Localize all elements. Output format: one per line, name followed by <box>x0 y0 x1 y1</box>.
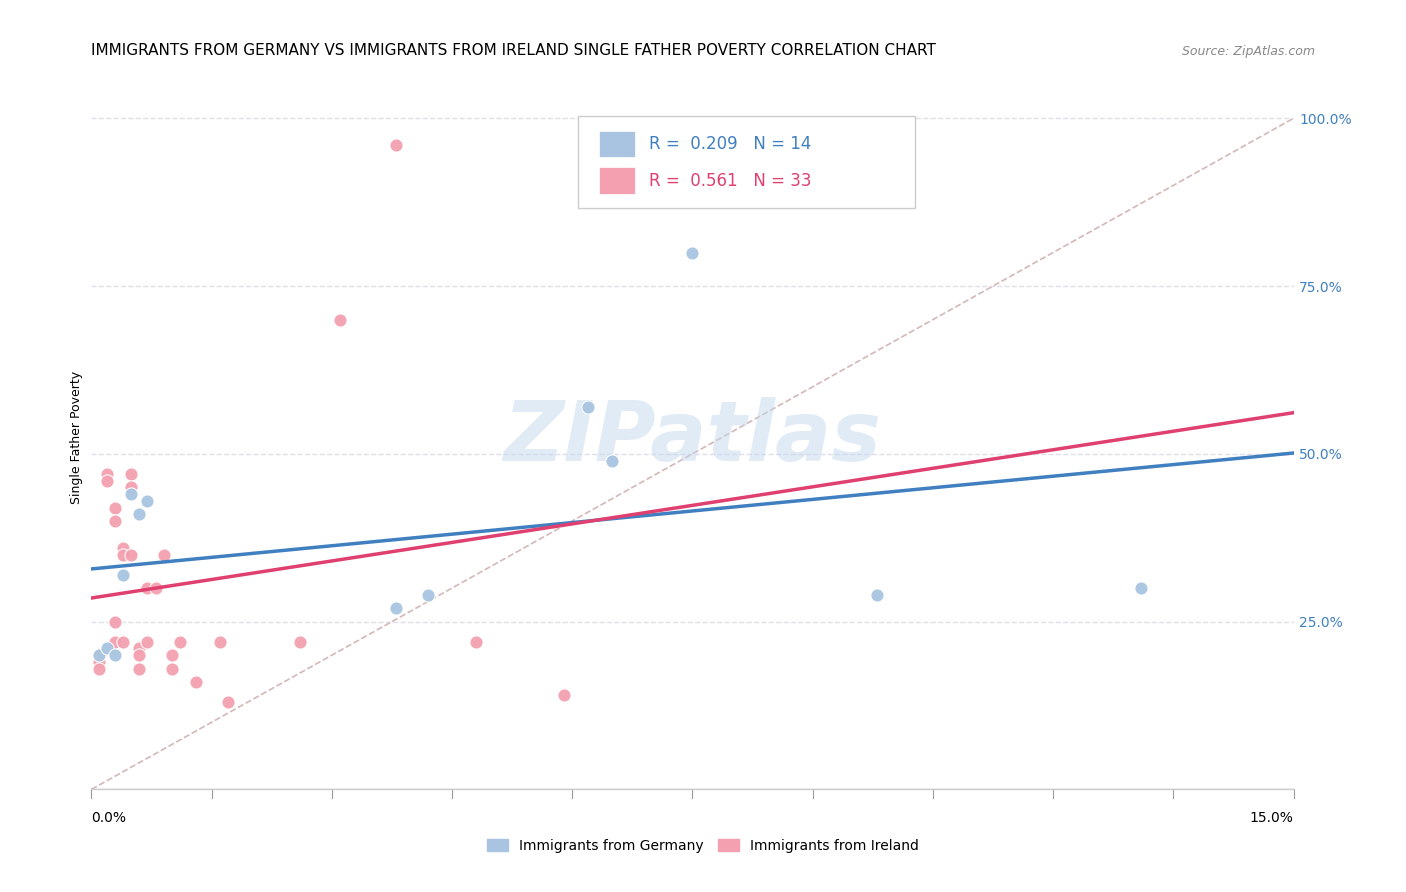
Point <box>681 245 703 260</box>
Point <box>145 581 167 595</box>
Point <box>136 634 159 648</box>
FancyBboxPatch shape <box>599 130 634 157</box>
Point <box>96 641 118 656</box>
Point <box>576 400 599 414</box>
FancyBboxPatch shape <box>599 167 634 194</box>
Point <box>184 675 207 690</box>
Point <box>128 648 150 663</box>
Legend: Immigrants from Germany, Immigrants from Ireland: Immigrants from Germany, Immigrants from… <box>482 833 924 858</box>
Point <box>416 588 439 602</box>
Point <box>553 689 575 703</box>
Point <box>288 634 311 648</box>
Text: ZIPatlas: ZIPatlas <box>503 397 882 477</box>
Text: 0.0%: 0.0% <box>91 812 127 825</box>
Point <box>121 467 143 481</box>
Point <box>217 695 239 709</box>
Point <box>602 453 624 467</box>
Point <box>96 467 118 481</box>
Point <box>89 648 111 663</box>
Point <box>465 634 488 648</box>
Point <box>121 480 143 494</box>
Point <box>1130 581 1153 595</box>
FancyBboxPatch shape <box>578 117 915 208</box>
Point <box>169 634 191 648</box>
Point <box>104 514 127 528</box>
Point <box>385 601 408 615</box>
Point <box>104 500 127 515</box>
Point <box>89 662 111 676</box>
Point <box>121 548 143 562</box>
Point <box>152 548 174 562</box>
Point <box>160 662 183 676</box>
Point <box>104 615 127 629</box>
Point <box>112 634 135 648</box>
Point <box>160 648 183 663</box>
Point <box>112 541 135 555</box>
Point <box>96 474 118 488</box>
Point <box>136 493 159 508</box>
Text: Source: ZipAtlas.com: Source: ZipAtlas.com <box>1181 45 1315 58</box>
Point <box>104 648 127 663</box>
Point <box>121 487 143 501</box>
Point <box>112 548 135 562</box>
Text: R =  0.561   N = 33: R = 0.561 N = 33 <box>650 171 811 190</box>
Text: R =  0.209   N = 14: R = 0.209 N = 14 <box>650 135 811 153</box>
Point <box>104 634 127 648</box>
Point <box>329 312 352 326</box>
Text: IMMIGRANTS FROM GERMANY VS IMMIGRANTS FROM IRELAND SINGLE FATHER POVERTY CORRELA: IMMIGRANTS FROM GERMANY VS IMMIGRANTS FR… <box>91 44 936 58</box>
Text: 15.0%: 15.0% <box>1250 812 1294 825</box>
Point <box>208 634 231 648</box>
Point <box>112 567 135 582</box>
Point <box>866 588 889 602</box>
Point <box>385 138 408 153</box>
Point <box>89 655 111 669</box>
Point <box>128 662 150 676</box>
Y-axis label: Single Father Poverty: Single Father Poverty <box>70 370 83 504</box>
Point <box>128 641 150 656</box>
Point <box>128 508 150 522</box>
Point <box>136 581 159 595</box>
Point <box>89 648 111 663</box>
